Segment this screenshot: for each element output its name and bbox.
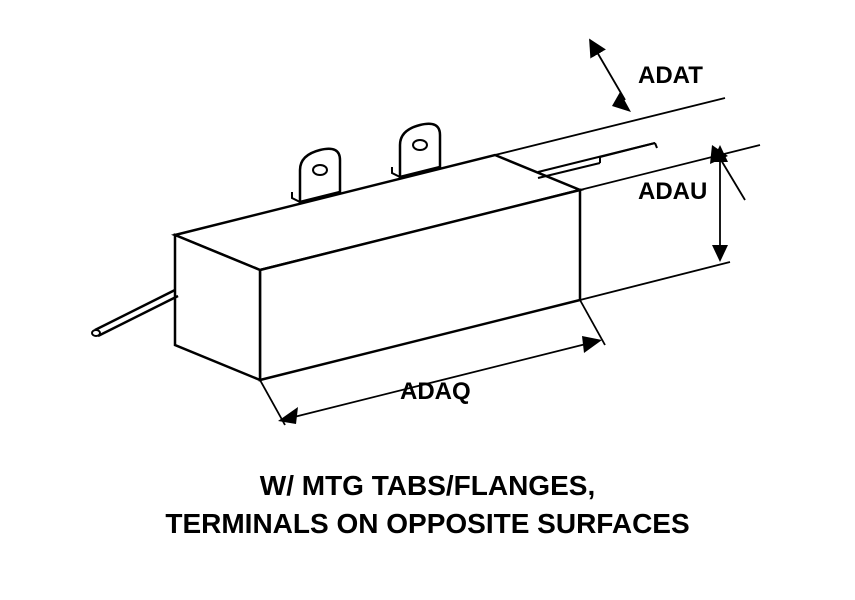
caption-line-2: TERMINALS ON OPPOSITE SURFACES — [0, 508, 855, 540]
label-adau: ADAU — [638, 178, 707, 206]
terminal-right — [538, 143, 657, 178]
caption-line-1: W/ MTG TABS/FLANGES, — [0, 470, 855, 502]
dimension-adau — [580, 145, 730, 300]
label-adaq: ADAQ — [400, 378, 471, 406]
label-adat: ADAT — [638, 62, 703, 90]
mounting-tab-2 — [392, 124, 440, 177]
terminal-left — [92, 290, 178, 336]
mounting-tab-1 — [292, 149, 340, 202]
